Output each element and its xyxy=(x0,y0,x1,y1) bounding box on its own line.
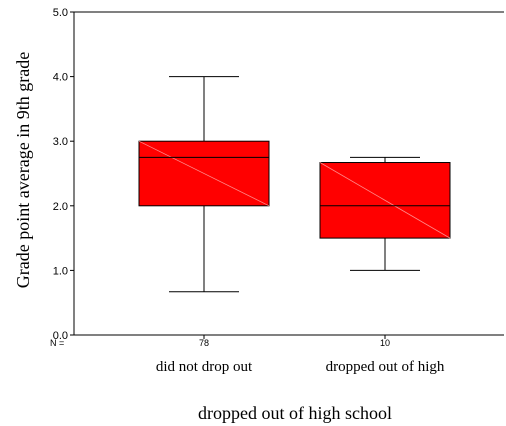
n-count-label: 78 xyxy=(199,338,209,348)
x-categories: 78 did not drop out 10 dropped out of high xyxy=(156,335,445,375)
n-prefix-label: N = xyxy=(50,338,64,348)
y-tick-label: 0.0 xyxy=(53,330,68,342)
boxes xyxy=(138,76,451,293)
n-count-label: 10 xyxy=(380,338,390,348)
y-tick-label: 1.0 xyxy=(53,265,68,277)
axes xyxy=(73,11,504,336)
y-tick-label: 5.0 xyxy=(53,7,68,19)
y-ticks: 0.0 1.0 2.0 3.0 4.0 5.0 xyxy=(53,7,74,342)
box-diagonal xyxy=(138,140,270,207)
category-label: did not drop out xyxy=(156,359,253,375)
x-axis-title: dropped out of high school xyxy=(198,403,392,423)
y-axis-title: Grade point average in 9th grade xyxy=(13,52,33,288)
box-diagonal xyxy=(319,162,451,239)
category-label: dropped out of high xyxy=(326,359,445,375)
y-tick-label: 2.0 xyxy=(53,201,68,213)
y-tick-label: 4.0 xyxy=(53,72,68,84)
y-tick-label: 3.0 xyxy=(53,136,68,148)
